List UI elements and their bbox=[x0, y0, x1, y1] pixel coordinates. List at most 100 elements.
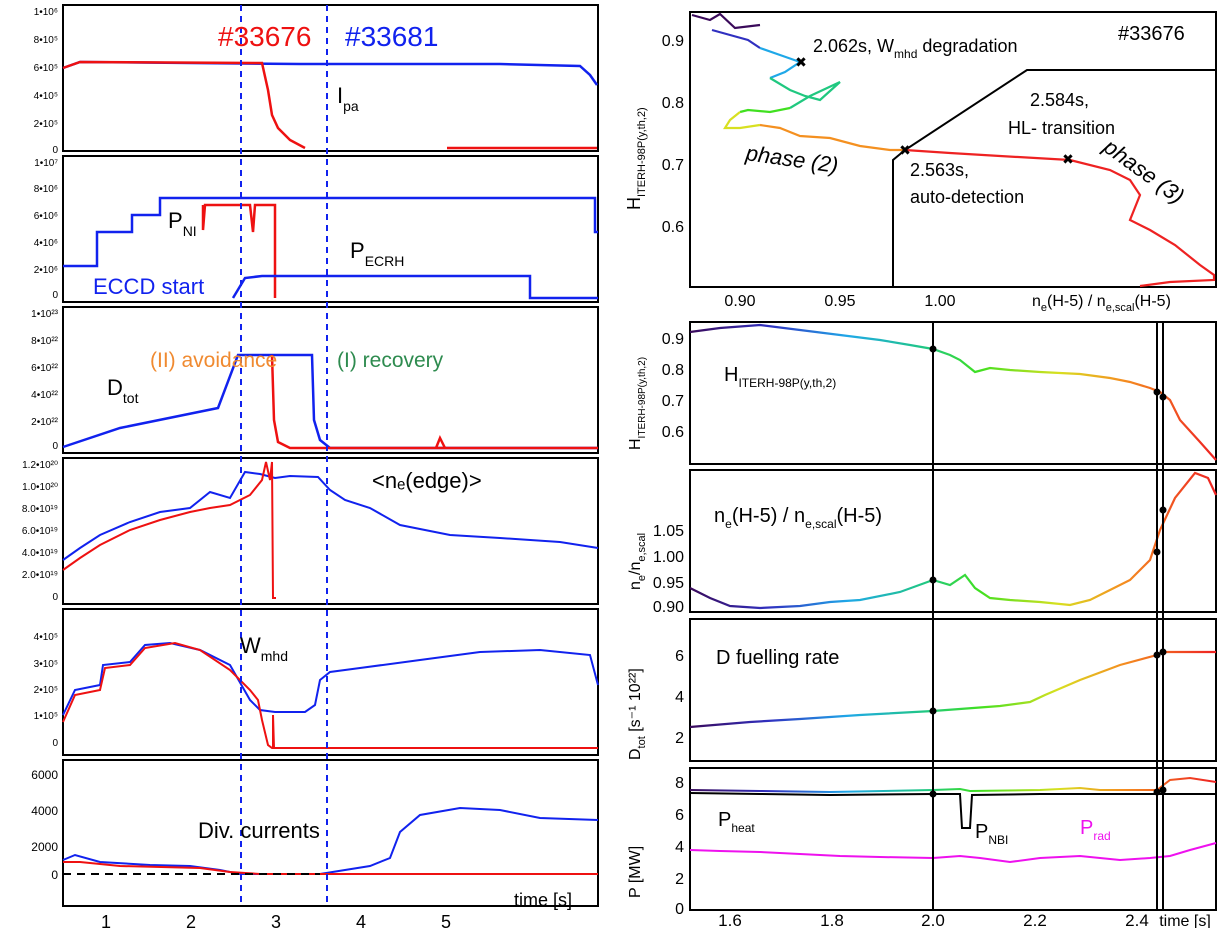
right-dtot-ylabel: Dtot [s⁻¹ 10²²] bbox=[627, 668, 648, 760]
xtick-label: 2.0 bbox=[921, 911, 945, 928]
left-dashed-markers bbox=[240, 5, 328, 906]
ytick-label: 6000 bbox=[31, 768, 58, 782]
marker-x: ✖ bbox=[1062, 151, 1074, 167]
ytick-label: 2.0•10¹⁹ bbox=[22, 570, 58, 581]
ytick-label: 2000 bbox=[31, 840, 58, 854]
marker-dot bbox=[1159, 393, 1167, 401]
xtick-label: 1.8 bbox=[820, 911, 844, 928]
ytick-label: 0.7 bbox=[662, 393, 684, 410]
ytick-label: 0.6 bbox=[662, 219, 684, 236]
time-axis-label: time [s] bbox=[514, 890, 572, 910]
pecrh-33681-line bbox=[231, 274, 598, 300]
wmhd-33681-line bbox=[62, 641, 599, 716]
left-panel-frames bbox=[62, 4, 599, 907]
marker-dot bbox=[1159, 648, 1167, 656]
ipa-33681-line bbox=[62, 60, 599, 86]
ytick-label: 0.9 bbox=[662, 331, 684, 348]
panel-frame-dtot bbox=[62, 306, 599, 454]
ytick-label: 8 bbox=[675, 775, 684, 792]
dtot-33676-line bbox=[270, 354, 598, 450]
xtick-label: 2.4 bbox=[1125, 911, 1149, 928]
right-vertical-lines bbox=[932, 322, 1164, 910]
right-panel-annotations: HITERH-98P(y,th,2) ne(H-5) / ne,scal(H-5… bbox=[714, 364, 1111, 847]
marker-dot bbox=[1153, 788, 1161, 796]
ytick-label: 4•10⁵ bbox=[34, 632, 58, 643]
xtick-label: 3 bbox=[271, 912, 281, 928]
shot-label-blue: #33681 bbox=[345, 21, 438, 52]
trajectory-segment bbox=[759, 123, 905, 152]
p2-annotation-a: 2.563s, bbox=[910, 160, 969, 180]
marker-dot bbox=[1153, 548, 1161, 556]
trajectory-segment bbox=[769, 77, 841, 109]
marker-dot bbox=[929, 576, 937, 584]
ytick-label: 0 bbox=[52, 290, 58, 301]
wmhd-33676-line bbox=[62, 641, 598, 749]
ytick-label: 0.95 bbox=[653, 575, 684, 592]
left-panel-2-series bbox=[63, 196, 598, 300]
p3-annotation-b: HL- transition bbox=[1008, 118, 1115, 138]
prad-curve bbox=[689, 842, 1217, 864]
ytick-label: 0 bbox=[52, 145, 58, 156]
ytick-label: 0 bbox=[52, 738, 58, 749]
trajectory-segment bbox=[723, 111, 761, 130]
ytick-label: 6 bbox=[675, 648, 684, 665]
panel-frame-ne-edge bbox=[62, 457, 599, 605]
right-dots bbox=[929, 345, 1167, 798]
ytick-label: 2•10²² bbox=[31, 417, 59, 428]
prad-label: Prad bbox=[1080, 817, 1111, 843]
xtick-label: 4 bbox=[356, 912, 366, 928]
dtot-33676-bump bbox=[434, 434, 447, 449]
ytick-label: 4•10⁵ bbox=[34, 91, 58, 102]
xtick-label: 5 bbox=[441, 912, 451, 928]
left-annotations: #33676 #33681 Ipa PNI PECRH ECCD start (… bbox=[93, 21, 482, 843]
marker-dot bbox=[929, 345, 937, 353]
ipa-33676-line bbox=[62, 60, 306, 150]
marker-dot bbox=[1159, 786, 1167, 794]
ytick-label: 1.05 bbox=[653, 523, 684, 540]
trajectory-segment bbox=[691, 12, 761, 30]
pheat-curve bbox=[689, 792, 1216, 829]
marker-dot bbox=[929, 790, 937, 798]
ytick-label: 8.0•10¹⁹ bbox=[22, 504, 58, 515]
pni-33676-spikes bbox=[201, 203, 277, 298]
xtick-label: 0.90 bbox=[724, 293, 755, 310]
trajectory-segment bbox=[759, 46, 803, 80]
left-xtick-labels: 1 2 3 4 5 time [s] bbox=[101, 890, 572, 928]
ytick-label: 1.2•10²⁰ bbox=[22, 460, 58, 471]
right-time-label: time [s] bbox=[1159, 913, 1211, 928]
neratio-curve bbox=[689, 471, 1217, 610]
right-top-ylabel: HITERH-98P(y,th,2) bbox=[624, 107, 648, 210]
ytick-label: 4000 bbox=[31, 804, 58, 818]
trajectory-segment bbox=[711, 28, 761, 49]
ytick-label: 0 bbox=[52, 441, 58, 452]
marker-x: ✖ bbox=[795, 54, 807, 70]
panel-frame-h98 bbox=[689, 321, 1217, 465]
marker-dot bbox=[1153, 388, 1161, 396]
marker-x: ✖ bbox=[899, 142, 911, 158]
xtick-label: 1.6 bbox=[718, 911, 742, 928]
ytick-label: 4 bbox=[675, 839, 684, 856]
panel-frame-wmhd bbox=[62, 608, 599, 756]
right-p-ylabel: P [MW] bbox=[627, 846, 644, 898]
ytick-label: 0.9 bbox=[662, 33, 684, 50]
shot-label-red: #33676 bbox=[218, 21, 311, 52]
marker-dot bbox=[1159, 506, 1167, 514]
ytick-label: 0 bbox=[52, 592, 58, 603]
ytick-label: 6 bbox=[675, 807, 684, 824]
ytick-label: 0.8 bbox=[662, 362, 684, 379]
ytick-label: 4•10²² bbox=[31, 390, 59, 401]
right-shot-label: #33676 bbox=[1118, 23, 1185, 45]
left-ytick-labels: 1•10⁶ 8•10⁵ 6•10⁵ 4•10⁵ 2•10⁵ 0 1•10⁷ 8•… bbox=[22, 7, 59, 882]
ytick-label: 3•10⁵ bbox=[34, 659, 58, 670]
ipa-label: Ipa bbox=[337, 83, 359, 114]
recovery-label: (I) recovery bbox=[337, 349, 444, 372]
ytick-label: 2 bbox=[675, 871, 684, 888]
ytick-label: 0 bbox=[675, 901, 684, 918]
right-top-lines bbox=[892, 69, 1216, 287]
ytick-label: 0.6 bbox=[662, 424, 684, 441]
ytick-label: 1•10⁵ bbox=[34, 711, 58, 722]
avoidance-label: (II) avoidance bbox=[150, 349, 277, 372]
panel-frame-ipa bbox=[62, 4, 599, 152]
right-top-frame bbox=[689, 11, 1217, 288]
